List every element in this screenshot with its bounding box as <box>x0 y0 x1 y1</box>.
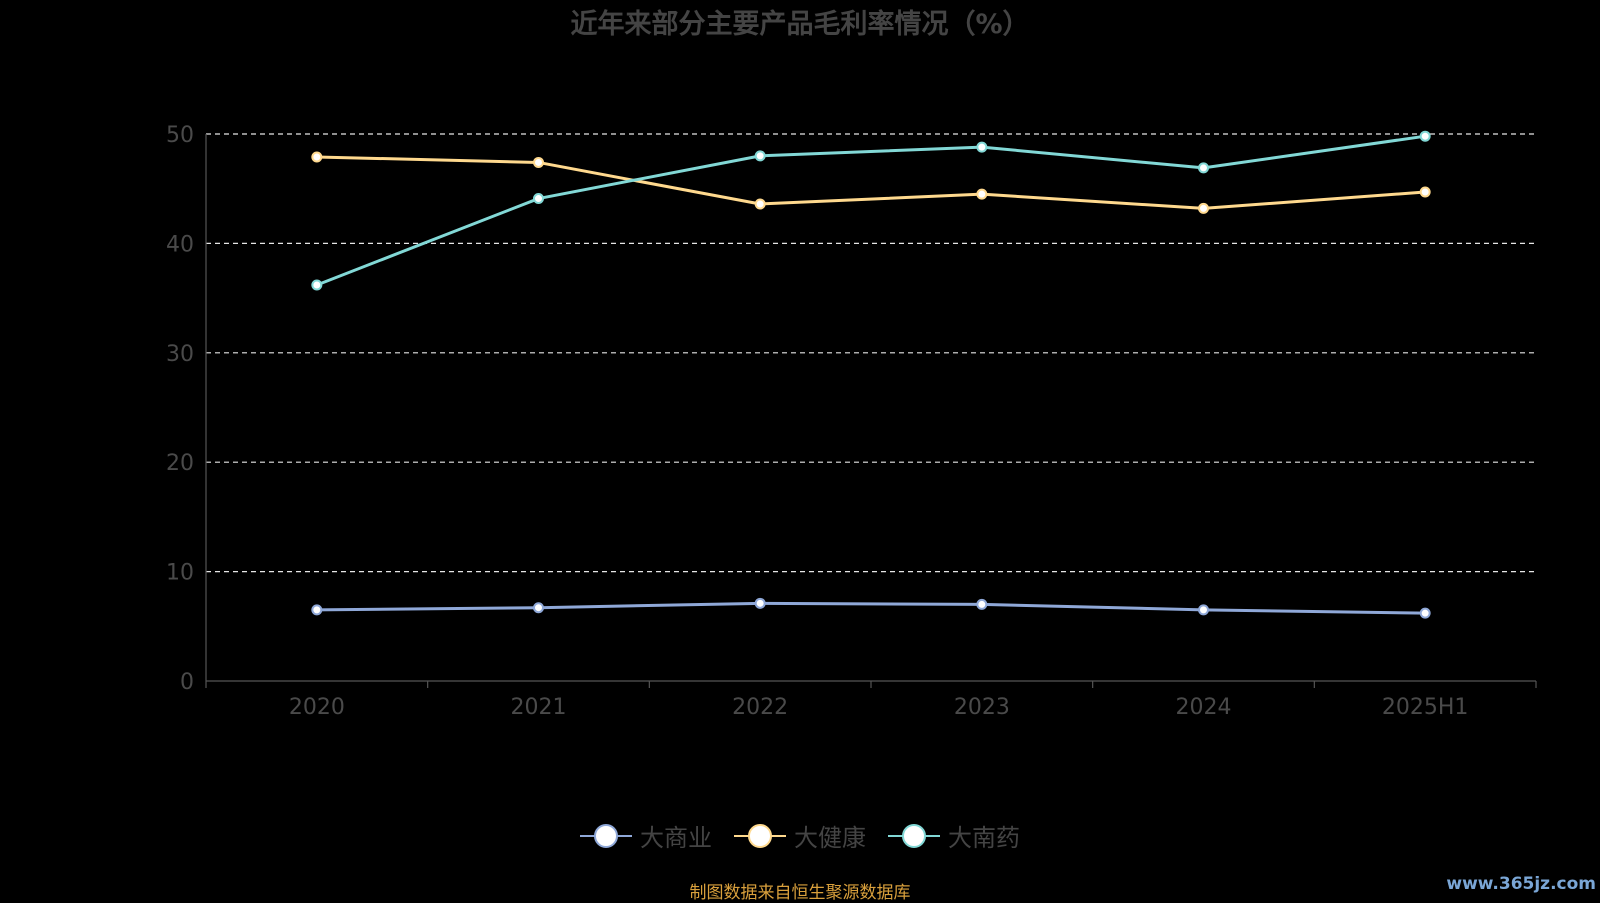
legend-swatch <box>580 823 632 849</box>
y-tick-label: 50 <box>166 123 194 148</box>
y-tick-label: 20 <box>166 451 194 476</box>
x-tick-label: 2024 <box>1176 695 1232 720</box>
x-tick-label: 2022 <box>732 695 788 720</box>
source-note: 制图数据来自恒生聚源数据库 <box>689 883 911 903</box>
chart-title: 近年来部分主要产品毛利率情况（%） <box>570 9 1030 40</box>
y-tick-label: 0 <box>180 670 194 695</box>
data-point <box>1198 604 1209 616</box>
data-point <box>754 198 766 210</box>
series-lines <box>311 130 1431 619</box>
data-point <box>754 597 766 609</box>
series-line-2 <box>316 155 1426 210</box>
data-point <box>311 151 323 163</box>
y-tick-label: 10 <box>166 561 194 586</box>
series-line-3 <box>316 134 1426 287</box>
data-point <box>311 279 323 291</box>
legend-label: 大健康 <box>794 824 866 852</box>
data-point <box>1198 162 1209 174</box>
data-point <box>1419 130 1431 142</box>
data-point <box>976 598 988 610</box>
data-point <box>976 141 988 153</box>
legend: 大商业 大健康 大南药 <box>0 818 1600 853</box>
axes: 0 10 20 30 40 50 2020 2021 2022 2023 2024 2025H1 <box>166 123 1537 720</box>
x-tick-label: 2020 <box>289 695 345 720</box>
legend-item[interactable]: 大商业 <box>580 818 712 853</box>
legend-item[interactable]: 大南药 <box>888 818 1020 853</box>
data-point <box>1198 202 1209 214</box>
data-point <box>1419 186 1431 198</box>
data-point <box>311 604 323 616</box>
series-line-1 <box>316 601 1426 615</box>
x-tick-label: 2025H1 <box>1382 695 1469 720</box>
x-tick-label: 2023 <box>954 695 1010 720</box>
watermark: www.365jz.com <box>1446 874 1596 894</box>
y-tick-label: 30 <box>166 342 194 367</box>
data-point <box>1419 607 1431 619</box>
x-tick-label: 2021 <box>511 695 567 720</box>
data-point <box>533 193 544 205</box>
legend-swatch <box>734 823 786 849</box>
legend-swatch <box>888 823 940 849</box>
data-point <box>976 188 988 200</box>
data-point <box>533 602 544 614</box>
legend-label: 大商业 <box>640 824 712 852</box>
data-point <box>533 156 544 168</box>
data-point <box>754 150 766 162</box>
legend-item[interactable]: 大健康 <box>734 818 866 853</box>
grid-lines <box>206 133 1536 573</box>
legend-label: 大南药 <box>948 824 1020 852</box>
y-tick-label: 40 <box>166 232 194 257</box>
